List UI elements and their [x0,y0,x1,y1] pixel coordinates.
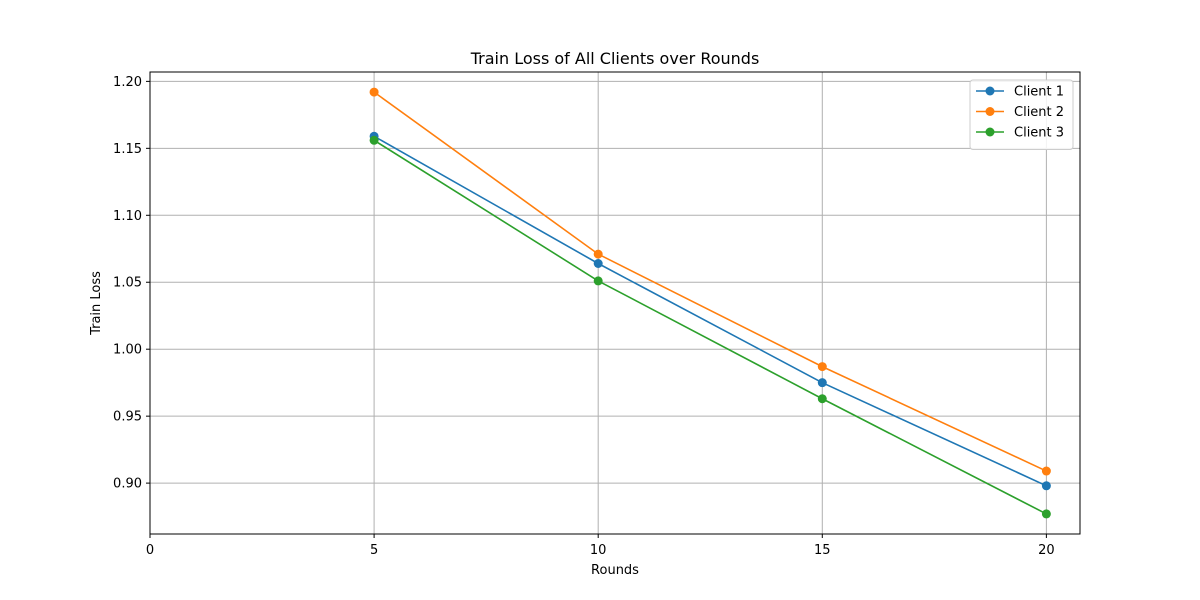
axis-ticks: 0 5 10 15 20 0.90 0.95 1.00 1.05 1.10 1.15 1.20 [113,75,1055,558]
series-2-point [593,249,603,259]
series-2-point [1041,466,1051,476]
x-tick-label: 10 [590,543,607,558]
x-tick-label: 5 [370,543,378,558]
y-tick-label: 0.95 [113,410,142,425]
series-2-point [817,362,827,372]
legend-swatch-marker [985,86,995,96]
y-tick-label: 0.90 [113,477,142,492]
series-3-point [1041,509,1051,519]
series-2-point [369,87,379,97]
legend-label: Client 2 [1014,105,1064,120]
series-lines [369,87,1051,519]
series-3-point [593,276,603,286]
x-tick-label: 20 [1038,543,1055,558]
series-1-point [593,258,603,268]
series-1-line [373,135,1047,487]
series-2-line [373,91,1047,472]
legend-label: Client 3 [1014,126,1064,141]
y-tick-label: 1.10 [113,209,142,224]
x-tick-label: 0 [146,543,154,558]
legend-swatch-marker [985,107,995,116]
series-3-point [369,135,379,145]
x-axis-label: Rounds [591,563,639,578]
chart-title: Train Loss of All Clients over Rounds [470,49,760,68]
y-tick-label: 1.00 [113,343,142,358]
y-tick-label: 1.05 [113,276,142,291]
y-tick-label: 1.20 [113,75,142,90]
legend-swatch-marker [985,127,995,137]
series-1-point [817,378,827,388]
series-3-point [817,394,827,404]
y-axis-label: Train Loss [89,271,104,336]
plot-area-frame [149,71,1081,535]
grid [149,72,1080,534]
legend-label: Client 1 [1014,85,1064,100]
series-3-line [373,139,1047,515]
series-1-point [1041,481,1051,491]
legend: Client 1 Client 2 Client 3 [969,79,1074,150]
y-tick-label: 1.15 [113,142,142,157]
x-tick-label: 15 [814,543,831,558]
